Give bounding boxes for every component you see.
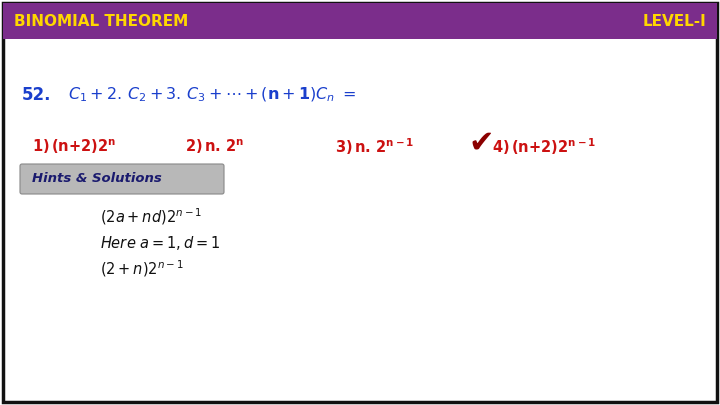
Text: ✔: ✔ xyxy=(468,128,493,158)
Text: $\mathbf{4)\,(n{+}2)2^{n-1}}$: $\mathbf{4)\,(n{+}2)2^{n-1}}$ xyxy=(492,136,596,158)
Text: $(2 + n)2^{n-1}$: $(2 + n)2^{n-1}$ xyxy=(100,259,184,279)
Bar xyxy=(3,3,717,39)
FancyBboxPatch shape xyxy=(20,164,224,194)
Text: LEVEL-I: LEVEL-I xyxy=(642,13,706,28)
Text: $(2a + nd)2^{n-1}$: $(2a + nd)2^{n-1}$ xyxy=(100,207,202,227)
Text: $C_1 + 2.\,C_2 + 3.\,C_3 + \cdots + (\mathbf{n}+\mathbf{1})C_n \ =$: $C_1 + 2.\,C_2 + 3.\,C_3 + \cdots + (\ma… xyxy=(68,86,356,104)
Text: $\mathit{Here}\ a = 1, d = 1$: $\mathit{Here}\ a = 1, d = 1$ xyxy=(100,234,220,252)
Text: BINOMIAL THEOREM: BINOMIAL THEOREM xyxy=(14,13,188,28)
Text: $\mathbf{2)\,n.\,2^n}$: $\mathbf{2)\,n.\,2^n}$ xyxy=(185,138,244,156)
Text: Hints & Solutions: Hints & Solutions xyxy=(32,173,162,185)
Text: $\mathbf{3)\,n.\,2^{n-1}}$: $\mathbf{3)\,n.\,2^{n-1}}$ xyxy=(335,136,414,158)
Text: 52.: 52. xyxy=(22,86,52,104)
Text: $\mathbf{1)\,(n{+}2)2^n}$: $\mathbf{1)\,(n{+}2)2^n}$ xyxy=(32,138,116,156)
